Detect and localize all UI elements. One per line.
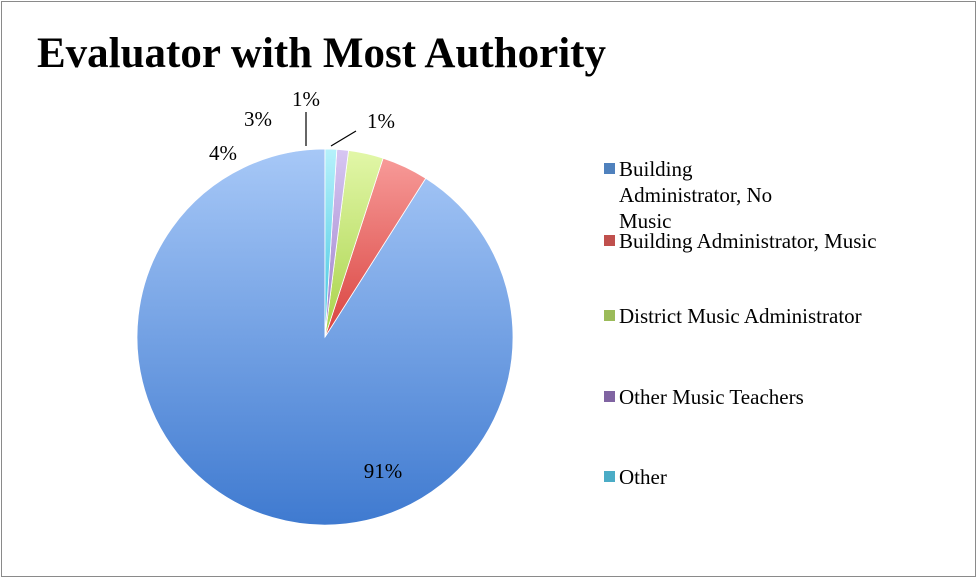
data-label-1: 91% — [364, 459, 403, 483]
legend-item-2: Building Administrator, Music — [604, 228, 959, 254]
legend-label: Building Administrator, Music — [619, 229, 877, 253]
legend-swatch — [604, 391, 615, 402]
pie-slice-5 — [324, 148, 338, 338]
legend-swatch — [604, 235, 615, 246]
legend-item-1: Building Administrator, No Music — [604, 156, 779, 234]
legend-swatch — [604, 310, 615, 321]
legend-item-5: Other — [604, 464, 959, 490]
data-label-3: 3% — [244, 107, 272, 131]
leader-line-5 — [330, 130, 357, 147]
legend-label: Other Music Teachers — [619, 385, 804, 409]
data-label-2: 4% — [209, 141, 237, 165]
legend-item-3: District Music Administrator — [604, 303, 959, 329]
legend-label: Other — [619, 465, 667, 489]
legend-label: District Music Administrator — [619, 304, 862, 328]
legend-swatch — [604, 163, 615, 174]
chart-title: Evaluator with Most Authority — [37, 30, 606, 77]
data-label-4: 1% — [292, 87, 320, 111]
legend-swatch — [604, 471, 615, 482]
legend-item-4: Other Music Teachers — [604, 384, 959, 410]
legend-label: Building Administrator, No Music — [619, 157, 773, 233]
data-label-5: 1% — [367, 109, 395, 133]
